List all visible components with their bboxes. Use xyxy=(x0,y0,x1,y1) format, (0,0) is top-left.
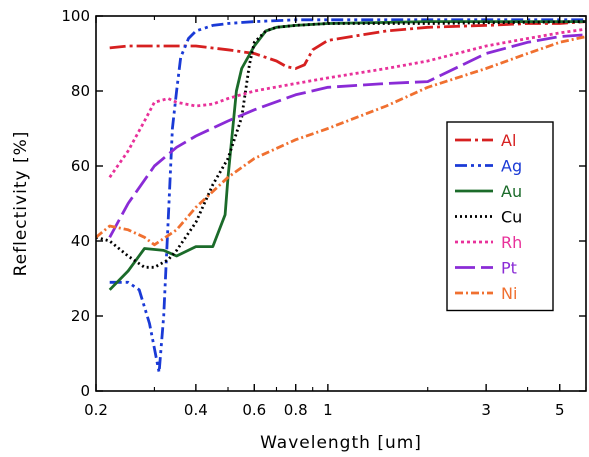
x-tick-label-1: 1 xyxy=(323,401,333,419)
series-line-al xyxy=(109,20,587,70)
x-tick-label-3: 3 xyxy=(481,401,491,419)
series-line-au xyxy=(108,20,586,291)
legend-label-au: Au xyxy=(501,182,522,201)
legend-box xyxy=(446,121,554,312)
y-tick-label-60: 60 xyxy=(71,157,90,175)
y-tick-label-80: 80 xyxy=(71,82,90,100)
y-tick-label-40: 40 xyxy=(71,232,90,250)
y-tick-label-0: 0 xyxy=(80,382,90,400)
legend-label-ag: Ag xyxy=(501,157,522,176)
x-tick-label-0.8: 0.8 xyxy=(284,401,308,419)
legend-label-ni: Ni xyxy=(501,284,517,303)
y-axis-title: Reflectivity [%] xyxy=(11,131,31,277)
legend: Al Ag Au Cu Rh Pt Ni xyxy=(446,121,554,312)
x-tick-label-0.4: 0.4 xyxy=(184,401,208,419)
x-axis-title: Wavelength [um] xyxy=(260,433,422,453)
x-tick-label-5: 5 xyxy=(555,401,565,419)
y-tick-label-100: 100 xyxy=(61,7,90,25)
legend-label-al: Al xyxy=(501,131,516,150)
ticks-layer: 0 20 40 60 80 100 0.2 0.4 0.6 0.8 1 3 5 xyxy=(61,7,587,419)
series-line-ni xyxy=(95,35,587,247)
x-tick-label-0.6: 0.6 xyxy=(242,401,266,419)
y-tick-label-20: 20 xyxy=(71,307,90,325)
x-tick-label-0.2: 0.2 xyxy=(84,401,108,419)
series-line-rh xyxy=(108,27,587,179)
series-line-pt xyxy=(108,33,587,238)
series-line-cu xyxy=(95,20,587,269)
legend-label-cu: Cu xyxy=(501,208,522,227)
plot-frame xyxy=(95,15,587,392)
legend-label-pt: Pt xyxy=(501,259,517,278)
legend-label-rh: Rh xyxy=(501,233,522,252)
